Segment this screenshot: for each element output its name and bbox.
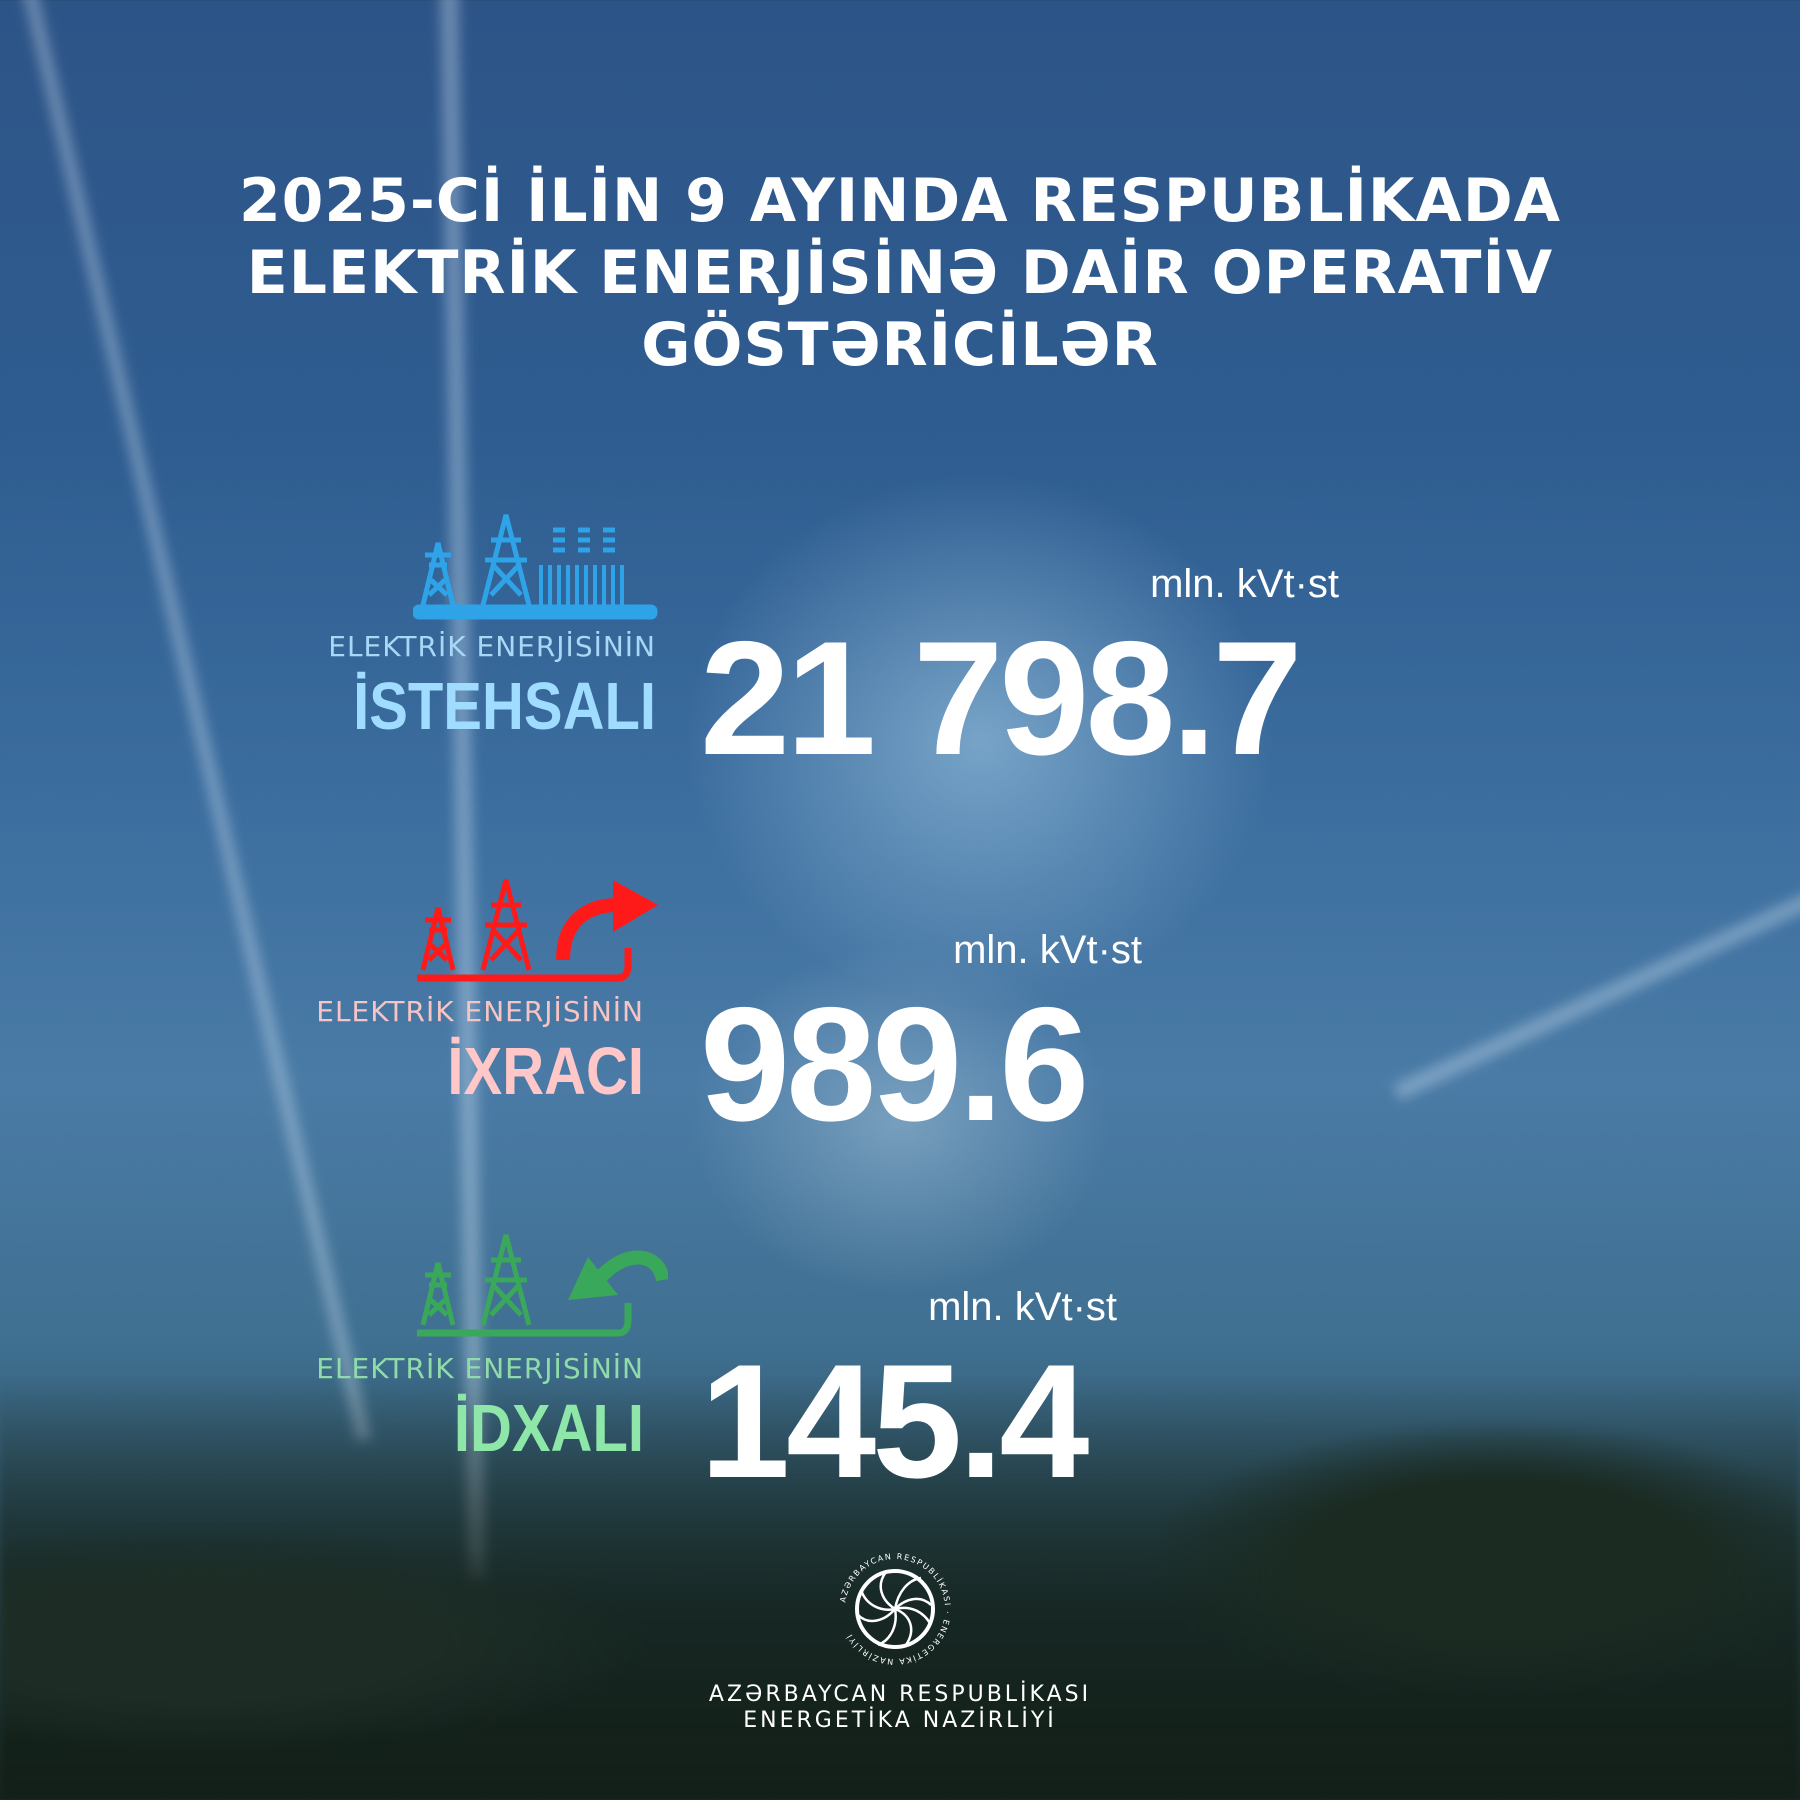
footer-line: ENERGETİKA NAZİRLİYİ bbox=[743, 1708, 1057, 1733]
indicator-title: İDXALI bbox=[453, 1391, 644, 1466]
indicator-label: ELEKTRİK ENERJİSİNİN bbox=[316, 1352, 644, 1385]
indicator-title: İXRACI bbox=[447, 1034, 644, 1109]
title-line: 2025-Cİ İLİN 9 AYINDA RESPUBLİKADA bbox=[238, 166, 1562, 236]
power-tower-plant-icon bbox=[413, 514, 658, 620]
footer-ministry-name: AZƏRBAYCAN RESPUBLİKASI ENERGETİKA NAZİR… bbox=[0, 1682, 1800, 1734]
unit-label: mln. kVt·st bbox=[928, 1285, 1117, 1329]
indicator-label: ELEKTRİK ENERJİSİNİN bbox=[316, 995, 644, 1028]
power-tower-import-icon bbox=[417, 1234, 668, 1337]
indicator-value: 21 798.7 bbox=[700, 608, 1303, 789]
indicator-label: ELEKTRİK ENERJİSİNİN bbox=[328, 630, 656, 663]
indicator-value: 145.4 bbox=[700, 1331, 1089, 1512]
title-line: ELEKTRİK ENERJİSİNƏ DAİR OPERATİV bbox=[246, 238, 1554, 308]
page-title: 2025-Cİ İLİN 9 AYINDA RESPUBLİKADA ELEKT… bbox=[0, 165, 1800, 381]
background-light-streak bbox=[1393, 865, 1800, 1100]
indicator-value: 989.6 bbox=[700, 974, 1089, 1155]
unit-label: mln. kVt·st bbox=[1150, 562, 1339, 606]
ministry-logo: AZƏRBAYCAN RESPUBLİKASI · ENERGETİKA NAZ… bbox=[838, 1552, 950, 1666]
power-tower-export-icon bbox=[417, 879, 658, 982]
unit-label: mln. kVt·st bbox=[953, 928, 1142, 972]
title-line: GÖSTƏRİCİLƏR bbox=[641, 310, 1159, 380]
indicator-title: İSTEHSALI bbox=[353, 669, 656, 744]
footer-line: AZƏRBAYCAN RESPUBLİKASI bbox=[708, 1682, 1092, 1707]
background-trees bbox=[0, 1380, 1800, 1800]
